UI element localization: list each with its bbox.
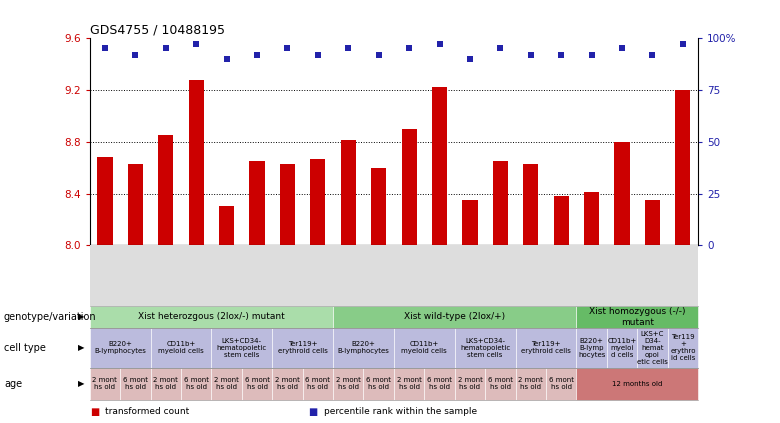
Text: 6 mont
hs old: 6 mont hs old <box>305 377 331 390</box>
Point <box>98 45 112 52</box>
Bar <box>584 192 599 245</box>
Text: 6 mont
hs old: 6 mont hs old <box>366 377 392 390</box>
Text: Ter119+
erythroid cells: Ter119+ erythroid cells <box>278 341 328 354</box>
Point <box>402 45 415 52</box>
Text: 6 mont
hs old: 6 mont hs old <box>427 377 452 390</box>
Point <box>463 55 476 62</box>
Bar <box>98 157 112 245</box>
Text: 6 mont
hs old: 6 mont hs old <box>122 377 148 390</box>
Text: ■: ■ <box>90 407 99 417</box>
Text: 6 mont
hs old: 6 mont hs old <box>548 377 574 390</box>
Text: 6 mont
hs old: 6 mont hs old <box>244 377 270 390</box>
Text: Xist heterozgous (2lox/-) mutant: Xist heterozgous (2lox/-) mutant <box>138 312 285 321</box>
Bar <box>675 90 690 245</box>
Text: ■: ■ <box>308 407 317 417</box>
Point <box>646 51 658 58</box>
Text: 6 mont
hs old: 6 mont hs old <box>488 377 513 390</box>
Bar <box>371 168 386 245</box>
Point <box>311 51 324 58</box>
Bar <box>128 164 143 245</box>
Bar <box>158 135 173 245</box>
Bar <box>219 206 234 245</box>
Point <box>342 45 354 52</box>
Point <box>615 45 628 52</box>
Text: 2 mont
hs old: 2 mont hs old <box>519 377 543 390</box>
Bar <box>493 161 508 245</box>
Bar <box>341 140 356 245</box>
Text: ▶: ▶ <box>78 312 84 321</box>
Text: Xist homozygous (-/-)
mutant: Xist homozygous (-/-) mutant <box>589 307 686 327</box>
Text: LKS+CD34-
hematopoietic
stem cells: LKS+CD34- hematopoietic stem cells <box>460 338 510 358</box>
Bar <box>645 200 660 245</box>
Bar <box>280 164 295 245</box>
Text: Ter119+
erythroid cells: Ter119+ erythroid cells <box>521 341 571 354</box>
Point <box>372 51 385 58</box>
Text: B220+
B-lymp
hocytes: B220+ B-lymp hocytes <box>578 338 605 358</box>
Text: GDS4755 / 10488195: GDS4755 / 10488195 <box>90 24 225 37</box>
Bar <box>402 129 417 245</box>
Text: 2 mont
hs old: 2 mont hs old <box>336 377 360 390</box>
Point <box>129 51 142 58</box>
Text: ▶: ▶ <box>78 379 84 388</box>
Text: 2 mont
hs old: 2 mont hs old <box>154 377 178 390</box>
Point <box>494 45 506 52</box>
Bar <box>615 142 629 245</box>
Text: 6 mont
hs old: 6 mont hs old <box>183 377 209 390</box>
Text: cell type: cell type <box>4 343 46 353</box>
Text: percentile rank within the sample: percentile rank within the sample <box>324 407 477 416</box>
Point <box>190 41 202 48</box>
Bar <box>250 161 264 245</box>
Text: 2 mont
hs old: 2 mont hs old <box>215 377 239 390</box>
Text: B220+
B-lymphocytes: B220+ B-lymphocytes <box>338 341 389 354</box>
Text: ▶: ▶ <box>78 343 84 352</box>
Text: CD11b+
myeloid cells: CD11b+ myeloid cells <box>402 341 447 354</box>
Text: transformed count: transformed count <box>105 407 190 416</box>
Text: B220+
B-lymphocytes: B220+ B-lymphocytes <box>94 341 146 354</box>
Bar <box>523 164 538 245</box>
Text: age: age <box>4 379 22 389</box>
Text: genotype/variation: genotype/variation <box>4 312 97 322</box>
Text: 2 mont
hs old: 2 mont hs old <box>458 377 482 390</box>
Bar <box>432 87 447 245</box>
Point <box>585 51 597 58</box>
Bar <box>189 80 204 245</box>
Text: 2 mont
hs old: 2 mont hs old <box>93 377 117 390</box>
Text: 12 months old: 12 months old <box>612 381 662 387</box>
Text: Ter119
+
erythro
id cells: Ter119 + erythro id cells <box>670 335 696 361</box>
Bar <box>554 196 569 245</box>
Point <box>159 45 172 52</box>
Text: CD11b+
myeloi
d cells: CD11b+ myeloi d cells <box>608 338 636 358</box>
Point <box>250 51 263 58</box>
Point <box>433 41 445 48</box>
Point <box>220 55 232 62</box>
Point <box>281 45 293 52</box>
Text: LKS+C
D34-
hemat
opoi
etic cells: LKS+C D34- hemat opoi etic cells <box>637 331 668 365</box>
Text: 2 mont
hs old: 2 mont hs old <box>397 377 421 390</box>
Text: Xist wild-type (2lox/+): Xist wild-type (2lox/+) <box>404 312 505 321</box>
Bar <box>463 200 477 245</box>
Text: CD11b+
myeloid cells: CD11b+ myeloid cells <box>158 341 204 354</box>
Text: LKS+CD34-
hematopoietic
stem cells: LKS+CD34- hematopoietic stem cells <box>217 338 267 358</box>
Point <box>555 51 567 58</box>
Point <box>524 51 537 58</box>
Bar <box>310 159 325 245</box>
Point <box>676 41 689 48</box>
Text: 2 mont
hs old: 2 mont hs old <box>275 377 300 390</box>
